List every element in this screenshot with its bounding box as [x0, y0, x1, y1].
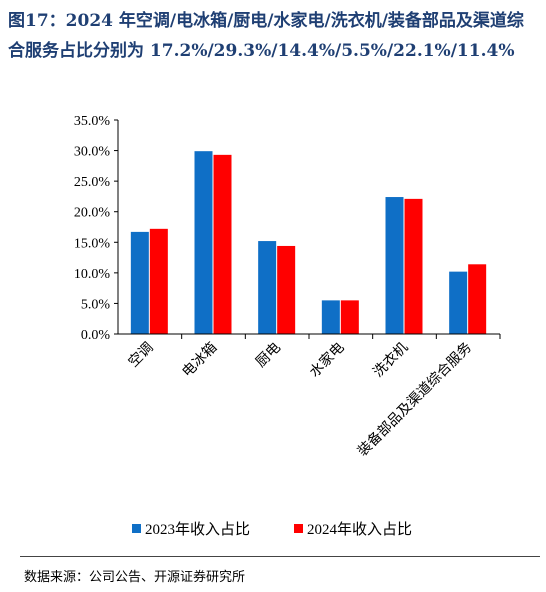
legend-label: 2024年收入占比: [307, 521, 412, 538]
bar-2023: [449, 271, 468, 334]
bar-2024: [213, 154, 232, 334]
bar-2024: [340, 300, 359, 334]
chart-title: 图17：2024 年空调/电冰箱/厨电/水家电/洗衣机/装备部品及渠道综合服务占…: [8, 11, 524, 61]
x-tick-label: 空调: [126, 340, 157, 371]
y-tick-label: 5.0%: [81, 297, 111, 312]
bar-2024: [277, 245, 296, 334]
x-tick-label: 厨电: [253, 340, 284, 371]
legend-swatch: [132, 524, 141, 533]
bar-2023: [130, 231, 149, 334]
bar-2023: [194, 151, 213, 334]
y-tick-label: 15.0%: [74, 236, 111, 251]
bar-2023: [321, 300, 340, 334]
bar-2023: [258, 241, 277, 334]
y-tick-label: 25.0%: [74, 175, 111, 190]
y-tick-label: 35.0%: [74, 114, 111, 129]
y-tick-label: 20.0%: [74, 206, 111, 221]
x-tick-label: 洗衣机: [370, 340, 411, 381]
legend: 2023年收入占比 2024年收入占比: [132, 521, 412, 538]
footer-divider: [20, 556, 540, 557]
y-tick-label: 0.0%: [81, 328, 111, 343]
y-tick-label: 30.0%: [74, 145, 111, 160]
legend-swatch: [294, 524, 303, 533]
x-tick-label: 电冰箱: [179, 340, 220, 381]
bar-2024: [149, 228, 168, 334]
bar-2024: [468, 264, 487, 334]
y-axis: 0.0% 5.0% 10.0% 15.0% 20.0% 25.0% 30.0% 35.0%: [74, 114, 119, 343]
x-tick-label: 水家电: [306, 339, 348, 381]
legend-label: 2023年收入占比: [145, 521, 250, 538]
bars: [130, 151, 487, 334]
bar-2023: [385, 197, 404, 334]
bar-2024: [404, 198, 423, 334]
source-note: 数据来源：公司公告、开源证券研究所: [24, 570, 246, 585]
x-tick-label: 装备部品及渠道综合服务: [354, 339, 475, 460]
y-tick-label: 10.0%: [74, 267, 111, 282]
